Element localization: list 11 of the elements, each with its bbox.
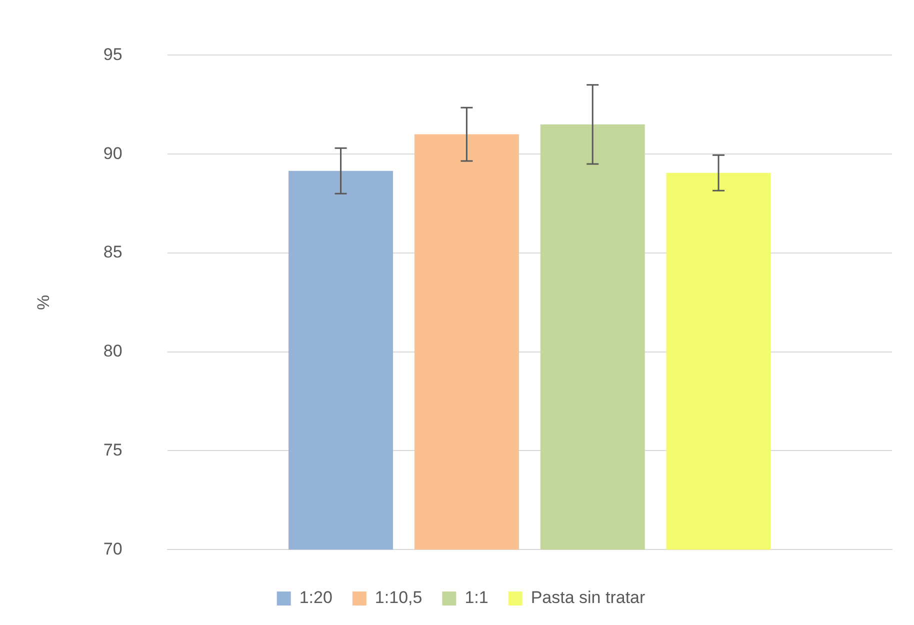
- legend-label: Pasta sin tratar: [530, 588, 646, 608]
- y-tick-label: 80: [103, 342, 122, 361]
- y-tick-label: 85: [103, 242, 122, 262]
- legend-label: 1:1: [464, 588, 488, 608]
- y-tick-label: 75: [103, 440, 122, 460]
- legend-label: 1:10,5: [374, 588, 422, 608]
- y-tick-label: 70: [103, 539, 122, 558]
- y-tick-label: 90: [103, 144, 122, 163]
- y-axis-title: %: [34, 294, 53, 310]
- y-tick-label: 95: [103, 44, 122, 64]
- legend-label: 1:20: [299, 588, 332, 608]
